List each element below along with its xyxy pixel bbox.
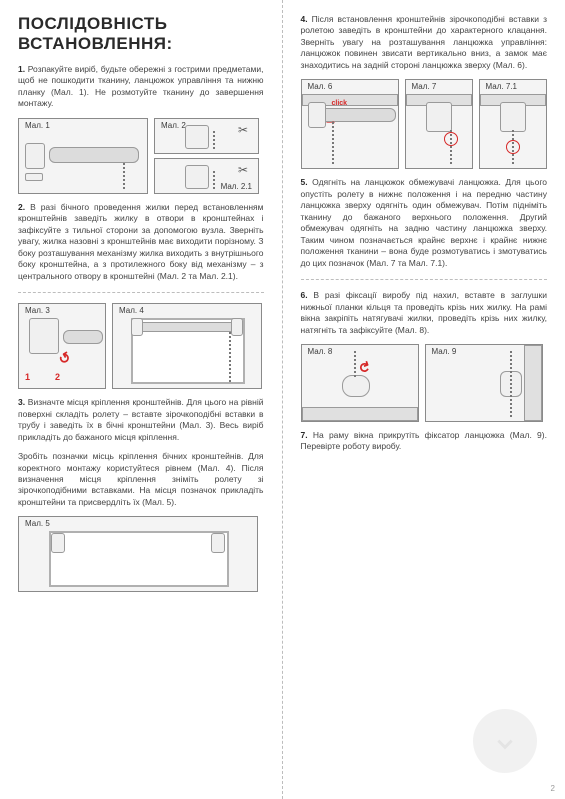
step-6-text: В разі фіксації виробу під нахил, вставт… <box>301 290 548 334</box>
figure-7-1: Мал. 7.1 <box>479 79 547 169</box>
fig-5-label: Мал. 5 <box>23 519 52 528</box>
step-2-num: 2. <box>18 202 25 212</box>
step-3a-num: 3. <box>18 397 25 407</box>
figure-2: Мал. 2 ✂ <box>154 118 259 154</box>
red-num-1: 1 <box>25 372 30 382</box>
step-1-text: Розпакуйте виріб, будьте обережні з гост… <box>18 64 264 108</box>
step-3b: Зробіть позначки місць кріплення бічних … <box>18 451 264 508</box>
fig-1-label: Мал. 1 <box>23 121 52 130</box>
step-7-text: На раму вікна прикрутіть фіксатор ланцюж… <box>301 430 547 451</box>
step-2-text: В разі бічного проведення жилки перед вс… <box>18 202 264 281</box>
fig-6-label: Мал. 6 <box>306 82 335 91</box>
fig-row-4: Мал. 6 click → Мал. 7 Мал. 7.1 <box>301 79 548 169</box>
figure-4: Мал. 4 <box>112 303 262 389</box>
left-column: ПОСЛІДОВНІСТЬ ВСТАНОВЛЕННЯ: 1. Розпакуйт… <box>0 0 283 799</box>
scissors-icon-2: ✂ <box>238 163 248 177</box>
fig-4-label: Мал. 4 <box>117 306 146 315</box>
fig-row-2: Мал. 3 ↺ 1 2 Мал. 4 <box>18 303 264 389</box>
step-6: 6. В разі фіксації виробу під нахил, вст… <box>301 290 548 336</box>
fig-21-label: Мал. 2.1 <box>219 182 254 191</box>
right-column: 4. Після встановлення кронштейнів зірочк… <box>283 0 565 799</box>
step-7: 7. На раму вікна прикрутіть фіксатор лан… <box>301 430 548 453</box>
step-3b-text: Зробіть позначки місць кріплення бічних … <box>18 451 264 507</box>
fig-3-label: Мал. 3 <box>23 306 52 315</box>
page-number: 2 <box>551 784 555 793</box>
step-3a-text: Визначте місця кріплення кронштейнів. Дл… <box>18 397 264 441</box>
step-7-num: 7. <box>301 430 308 440</box>
arrow-icon: ↺ <box>56 348 75 369</box>
fig-2-label: Мал. 2 <box>159 121 188 130</box>
fig-7-label: Мал. 7 <box>410 82 439 91</box>
figure-2-1: Мал. 2.1 ✂ <box>154 158 259 194</box>
figure-9: Мал. 9 <box>425 344 543 422</box>
page-title: ПОСЛІДОВНІСТЬ ВСТАНОВЛЕННЯ: <box>18 14 264 54</box>
step-1: 1. Розпакуйте виріб, будьте обережні з г… <box>18 64 264 110</box>
watermark-icon <box>473 709 537 773</box>
page: ПОСЛІДОВНІСТЬ ВСТАНОВЛЕННЯ: 1. Розпакуйт… <box>0 0 565 799</box>
step-3a: 3. Визначте місця кріплення кронштейнів.… <box>18 397 264 443</box>
scissors-icon: ✂ <box>238 123 248 137</box>
fig-row-1: Мал. 1 Мал. 2 ✂ Мал. 2.1 ✂ <box>18 118 264 194</box>
divider-2 <box>301 279 548 280</box>
figure-7: Мал. 7 <box>405 79 473 169</box>
step-4-text: Після встановлення кронштейнів зірочкопо… <box>301 14 548 70</box>
fig-9-label: Мал. 9 <box>430 347 459 356</box>
step-6-num: 6. <box>301 290 308 300</box>
arrow-icon-3: ↻ <box>353 359 373 376</box>
step-5-text: Одягніть на ланцюжок обмежувачі ланцюжка… <box>301 177 548 267</box>
red-num-2: 2 <box>55 372 60 382</box>
arrow-icon-2: → <box>324 112 338 128</box>
step-5-num: 5. <box>301 177 308 187</box>
fig-71-label: Мал. 7.1 <box>484 82 519 91</box>
step-2: 2. В разі бічного проведення жилки перед… <box>18 202 264 282</box>
fig-2-stack: Мал. 2 ✂ Мал. 2.1 ✂ <box>154 118 259 194</box>
step-4-num: 4. <box>301 14 308 24</box>
divider-1 <box>18 292 264 293</box>
step-1-num: 1. <box>18 64 25 74</box>
figure-6: Мал. 6 click → <box>301 79 399 169</box>
fig-8-label: Мал. 8 <box>306 347 335 356</box>
figure-8: Мал. 8 ↻ <box>301 344 419 422</box>
fig-row-3: Мал. 5 <box>18 516 264 592</box>
figure-3: Мал. 3 ↺ 1 2 <box>18 303 106 389</box>
figure-1: Мал. 1 <box>18 118 148 194</box>
fig-row-5: Мал. 8 ↻ Мал. 9 <box>301 344 548 422</box>
step-5: 5. Одягніть на ланцюжок обмежувачі ланцю… <box>301 177 548 269</box>
step-4: 4. Після встановлення кронштейнів зірочк… <box>301 14 548 71</box>
figure-5: Мал. 5 <box>18 516 258 592</box>
click-label: click <box>332 100 348 107</box>
